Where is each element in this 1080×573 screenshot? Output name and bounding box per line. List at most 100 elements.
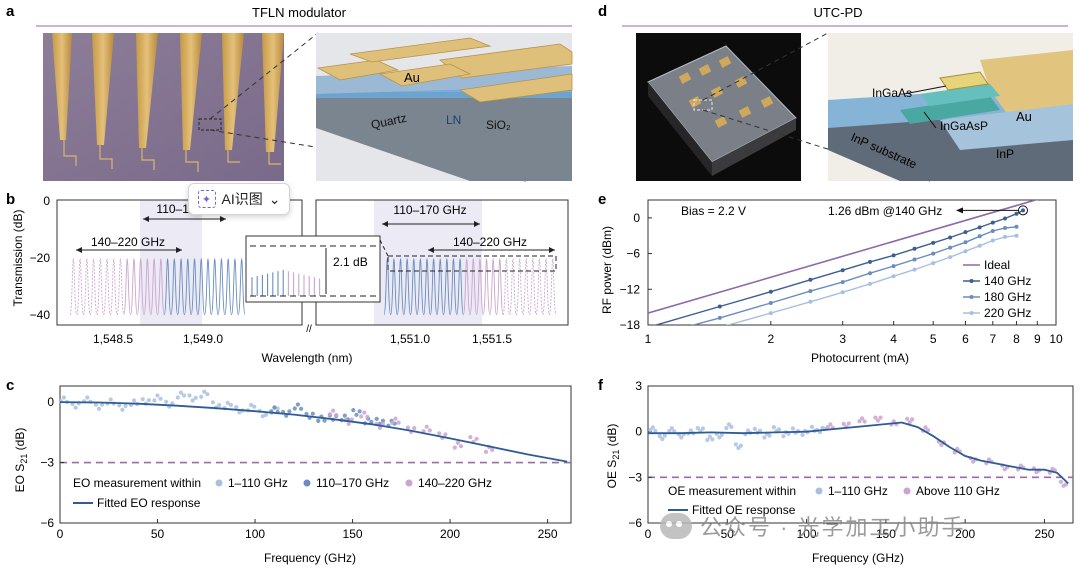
panel-c-point (108, 397, 113, 402)
panel-e-xtick-0: 1 (645, 332, 652, 346)
panel-e-series-group (648, 200, 1039, 331)
panel-c-point (228, 402, 233, 408)
panel-f-point (873, 415, 878, 420)
panel-f-point (719, 432, 725, 437)
panel-b-comb-line (509, 258, 517, 316)
panel-b-comb-line (231, 258, 239, 316)
panel-e-plot: 0 −6 −12 −18 1 2 3 4 5 6 7 8 9 10 (620, 199, 1063, 346)
panel-c-legend-title: EO measurement within (73, 476, 201, 490)
panel-e-bias: Bias = 2.2 V (681, 204, 746, 218)
panel-b-ytick-1: −20 (30, 251, 51, 265)
panel-e-ylabel: RF power (dBm) (600, 226, 614, 314)
panel-e-point (1003, 226, 1007, 230)
panel-c-legend-fit: Fitted EO response (97, 496, 201, 510)
panel-c-point (181, 393, 187, 398)
panel-c-point (304, 411, 309, 416)
panel-c-point (299, 406, 304, 411)
ai-image-recognition-button[interactable]: ✦ AI识图 ⌄ (188, 183, 290, 215)
panel-c-point (374, 416, 379, 421)
panel-b-arrowhead (143, 216, 149, 222)
panel-b-comb-line (224, 258, 232, 316)
panel-c-xtick-0: 0 (57, 527, 64, 541)
panel-e-annotation-arrowhead (956, 207, 963, 214)
panel-b-xtick-2: 1,551.0 (390, 332, 430, 346)
panel-e-point (678, 327, 682, 331)
panel-e-point (931, 261, 936, 266)
panel-f-legend-marker-0 (815, 487, 823, 495)
panel-e-xtick-9: 10 (1049, 332, 1063, 346)
panel-b-plot: // (56, 199, 569, 335)
panel-f-point (650, 425, 655, 430)
panel-c-plot: 0−3−60 50 100 150 200 250 (40, 385, 572, 541)
panel-f-ylabel: OE S21 (dB) (605, 424, 621, 489)
panel-c-point (443, 432, 448, 437)
panel-b-comb-line (383, 258, 392, 316)
panel-f-point (729, 424, 734, 429)
panel-b-comb-line (130, 258, 138, 316)
panel-c-ytick-2: −6 (40, 516, 54, 530)
panel-e-ytick-1: −6 (626, 247, 640, 261)
panel-a-micrograph (43, 32, 527, 182)
panel-b-comb-line (403, 258, 411, 316)
panel-e-legend-marker-3 (969, 311, 974, 315)
panel-c-point (187, 393, 192, 398)
panel-d-title: UTC-PD (813, 5, 862, 20)
panel-c-xtick-5: 250 (538, 527, 558, 541)
label-ingaasp: InGaAsP (940, 119, 988, 133)
panel-f-point (662, 433, 667, 438)
panel-f-point (660, 436, 665, 442)
panel-c-point (199, 394, 204, 399)
panel-b-comb-line (123, 258, 132, 316)
panel-b-arrowhead (220, 216, 226, 222)
panel-b-comb-line (515, 258, 524, 316)
panel-f-point (776, 427, 782, 432)
panel-c-point (362, 410, 367, 415)
panel-c-point (61, 395, 66, 400)
panel-c-point (85, 395, 90, 400)
panel-b-arrowhead (549, 247, 555, 253)
panel-e-xtick-2: 3 (839, 332, 846, 346)
panel-b-comb-line (76, 258, 84, 316)
panel-c-point (405, 425, 410, 430)
panel-e-letter: e (598, 191, 606, 208)
panel-e-point (931, 251, 936, 256)
panel-f-point (862, 419, 867, 424)
panel-e-legend-item-1: 140 GHz (984, 274, 1031, 288)
panel-b-comb-line (136, 258, 145, 316)
panel-f-xtick-2: 100 (797, 527, 817, 541)
panel-c-legend-marker-2 (405, 479, 413, 487)
panel-f-legend-item-0: 1–110 GHz (828, 484, 888, 498)
panel-b-comb-line (163, 258, 172, 316)
panel-f-ytick-0: 3 (635, 379, 642, 393)
panel-c-point (424, 424, 429, 429)
panel-e-ytick-0: 0 (633, 211, 640, 225)
panel-c-point (117, 403, 122, 408)
panel-c-point (146, 398, 151, 403)
panel-b-band-right-bottom: 140–220 GHz (453, 235, 527, 249)
panel-e-point (768, 289, 773, 294)
panel-c-point (346, 421, 351, 426)
watermark-text: 公众号 · 光学加工小助手 (700, 515, 966, 540)
panel-b-ytick-0: 0 (43, 194, 50, 208)
panel-e-point (977, 234, 982, 239)
panel-f-fit-line (648, 421, 1069, 485)
panel-b-arrowhead (176, 247, 182, 253)
panel-f-point (939, 442, 944, 448)
panel-f-legend: OE measurement within 1–110 GHz Above 11… (668, 484, 1000, 517)
panel-b-comb-line (183, 258, 192, 316)
panel-f-xtick-1: 50 (721, 527, 735, 541)
panel-f-legend-marker-1 (903, 487, 911, 495)
label-inp: InP (996, 147, 1014, 161)
panel-e-xtick-7: 8 (1013, 332, 1020, 346)
panel-b-band-shade-left-top (140, 200, 202, 325)
panel-b-arrowhead (76, 247, 82, 253)
panel-f-ytick-3: −6 (628, 516, 642, 530)
panel-e-point (840, 268, 845, 273)
panel-e: e RF power (dBm) 0 −6 −12 −18 1 2 3 4 5 6 7 8 9 10 Ph… (598, 191, 1063, 365)
panel-e-xtick-6: 7 (989, 332, 996, 346)
panel-c-point (334, 413, 339, 418)
panel-b-comb-line (535, 258, 544, 316)
panel-b-comb-line (529, 258, 537, 316)
panel-b-comb-line (489, 258, 497, 316)
